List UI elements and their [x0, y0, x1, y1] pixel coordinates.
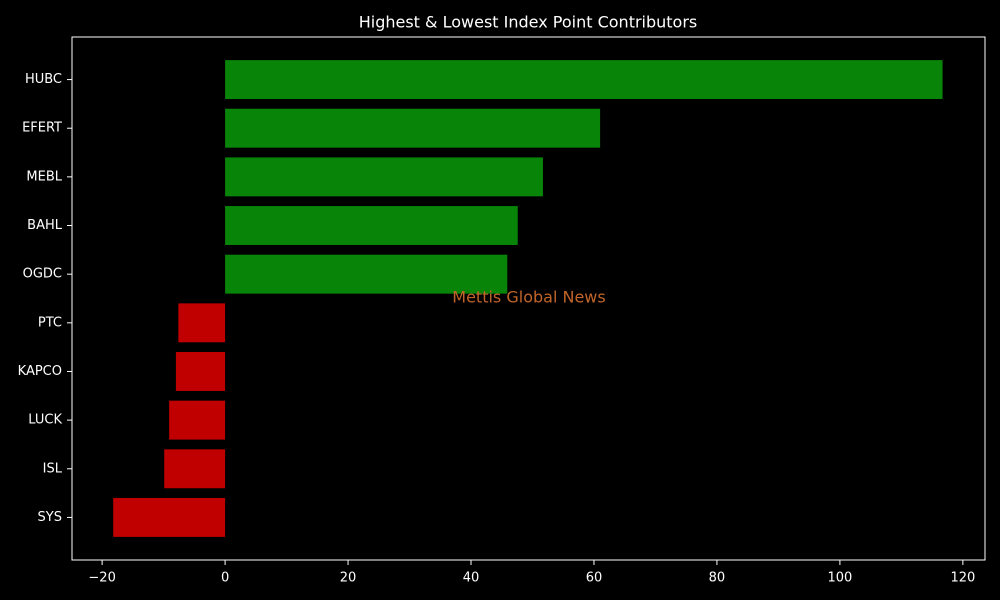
y-tick-label: ISL	[43, 461, 63, 476]
chart-title: Highest & Lowest Index Point Contributor…	[359, 13, 698, 32]
bar	[175, 352, 226, 391]
bar	[225, 157, 543, 197]
y-tick-label: EFERT	[22, 121, 62, 136]
y-tick-label: LUCK	[28, 413, 62, 428]
x-tick-label: 20	[340, 571, 357, 586]
bar	[164, 449, 226, 489]
bar	[225, 60, 943, 100]
bar	[113, 497, 226, 537]
y-tick-label: KAPCO	[18, 364, 62, 379]
x-tick-label: −20	[88, 571, 115, 586]
bar	[225, 254, 508, 294]
x-tick-label: 100	[827, 571, 852, 586]
x-tick-label: 60	[586, 571, 603, 586]
watermark: Mettis Global News	[452, 288, 605, 307]
bar	[178, 303, 226, 343]
y-tick-label: OGDC	[23, 267, 62, 282]
y-tick-label: HUBC	[25, 72, 62, 87]
bar	[225, 206, 518, 245]
bar	[169, 400, 226, 440]
y-tick-label: PTC	[38, 315, 62, 330]
x-tick-label: 80	[709, 571, 726, 586]
x-tick-label: 40	[463, 571, 480, 586]
x-tick-label: 0	[221, 571, 229, 586]
bar	[225, 108, 601, 148]
y-tick-label: SYS	[38, 510, 62, 525]
y-tick-label: BAHL	[27, 218, 63, 233]
x-tick-label: 120	[950, 571, 975, 586]
y-tick-label: MEBL	[26, 169, 62, 184]
plot-frame	[71, 36, 986, 561]
